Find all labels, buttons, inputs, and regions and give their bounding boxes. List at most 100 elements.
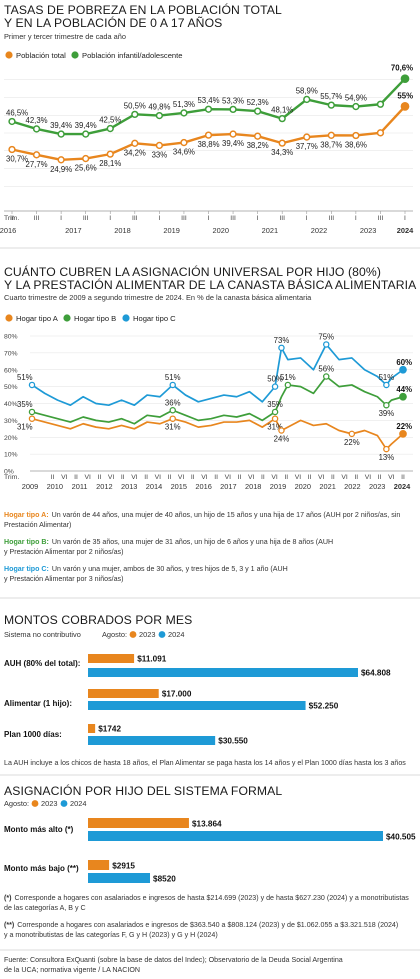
- data-label: 53,3%: [222, 96, 244, 105]
- year-label: 2015: [171, 482, 187, 491]
- year-label: 2012: [96, 482, 112, 491]
- data-label: 50,5%: [124, 101, 146, 110]
- category-label: Monto más alto (*): [4, 825, 74, 834]
- data-point: [352, 102, 360, 111]
- data-point: [253, 107, 262, 115]
- x-tick-label: VI: [388, 474, 395, 481]
- bar-label-bg: [150, 872, 183, 884]
- poverty-section: TASAS DE POBREZA EN LA POBLACIÓN TOTAL Y…: [0, 2, 414, 235]
- x-tick-label: VI: [318, 474, 325, 481]
- bar-value-label: $40.505: [386, 833, 416, 842]
- year-label: 2021: [262, 226, 278, 235]
- formal-note-2: (**) Corresponde a hogares con asalariado…: [4, 921, 398, 929]
- data-label: 35%: [17, 400, 33, 409]
- data-point: [271, 408, 279, 416]
- x-tick-label: III: [378, 215, 384, 222]
- bar-label-bg: [358, 667, 401, 678]
- data-point: [28, 381, 36, 389]
- x-tick-label: III: [328, 215, 334, 222]
- source-line-2: de la UCA; normativa vigente / LA NACION: [4, 966, 140, 974]
- x-tick-label: II: [97, 474, 101, 481]
- year-label: 2018: [114, 226, 130, 235]
- bar-2023: [88, 860, 110, 870]
- data-point: [400, 74, 410, 84]
- household-notes: Hogar tipo A: Un varón de 44 años, una mu…: [4, 511, 400, 583]
- bar-value-label: $2915: [112, 862, 135, 871]
- bar-2023: [88, 689, 159, 698]
- data-point: [376, 100, 385, 108]
- x-tick-prefix: Trim.: [4, 474, 19, 481]
- year-label: 2010: [47, 482, 63, 491]
- legend-label-2023: 2023: [139, 630, 155, 639]
- legend-swatch-hogar-c: [122, 314, 130, 322]
- year-label: 2020: [213, 226, 229, 235]
- legend-swatch-2024: [158, 631, 166, 638]
- x-tick-label: I: [208, 215, 210, 222]
- formal-note-1-mark: (*): [4, 894, 12, 902]
- data-point: [155, 141, 164, 150]
- data-label: 31%: [267, 423, 283, 432]
- data-point: [82, 130, 90, 138]
- x-tick-label: VI: [201, 474, 208, 481]
- category-label: Monto más bajo (**): [4, 864, 79, 873]
- data-label: 31%: [17, 423, 33, 432]
- legend-swatch-hogar-a: [5, 314, 13, 322]
- note-hogar-c-name: Hogar tipo C:: [4, 565, 49, 573]
- data-point: [399, 430, 407, 438]
- amounts-footnote: La AUH incluye a los chicos de hasta 18 …: [4, 759, 406, 767]
- amounts-bar-chart: AUH (80% del total): $11.091 $64.808 Alimen…: [4, 653, 401, 746]
- data-label: 44%: [396, 385, 412, 394]
- data-label: 51%: [379, 373, 395, 382]
- legend-swatch-2023: [31, 800, 39, 807]
- data-label: 56%: [318, 365, 334, 374]
- y-tick-label: 10%: [4, 452, 18, 459]
- year-label: 2018: [245, 482, 261, 491]
- x-tick-label: II: [121, 474, 125, 481]
- data-point: [303, 95, 311, 104]
- note-hogar-b-text-1: Un varón de 35 años, una mujer de 31 año…: [52, 538, 333, 546]
- category-label: Plan 1000 días:: [4, 730, 62, 739]
- data-point: [278, 344, 285, 352]
- x-tick-label: VI: [84, 474, 91, 481]
- x-tick-label: VI: [248, 474, 255, 481]
- data-point: [284, 381, 292, 389]
- data-point: [155, 111, 164, 120]
- data-point: [383, 401, 390, 409]
- poverty-subtitle: Primer y tercer trimestre de cada año: [4, 32, 126, 41]
- data-label: 50%: [267, 375, 283, 384]
- poverty-title-line1: TASAS DE POBREZA EN LA POBLACIÓN TOTAL: [4, 2, 282, 17]
- data-label: 37,7%: [296, 142, 318, 151]
- bar-value-label: $11.091: [137, 655, 167, 664]
- bar-label-bg: [383, 830, 420, 842]
- year-label: 2024: [397, 226, 414, 235]
- data-point: [253, 132, 262, 140]
- data-label: 55%: [397, 91, 413, 100]
- data-label: 46,5%: [6, 108, 28, 117]
- formal-title: ASIGNACIÓN POR HIJO DEL SISTEMA FORMAL: [4, 783, 282, 798]
- data-point: [82, 154, 90, 163]
- legend-label-2023: 2023: [41, 799, 57, 808]
- formal-note-1-text-2: de las categorías A, B y C: [4, 904, 86, 912]
- formal-section: ASIGNACIÓN POR HIJO DEL SISTEMA FORMAL A…: [4, 783, 420, 939]
- data-point: [327, 101, 335, 109]
- data-label: 75%: [318, 332, 334, 341]
- y-tick-label: 80%: [4, 334, 18, 341]
- data-point: [57, 130, 65, 138]
- bar-2024: [88, 701, 306, 710]
- y-tick-label: 20%: [4, 435, 18, 442]
- x-tick-label: II: [354, 474, 358, 481]
- bar-label-bg: [215, 735, 258, 746]
- data-label: 38,2%: [247, 141, 269, 150]
- note-hogar-a-text-1: Un varón de 44 años, una mujer de 40 año…: [52, 511, 401, 519]
- y-tick-label: 50%: [4, 384, 18, 391]
- year-label: 2017: [220, 482, 236, 491]
- y-tick-label: 30%: [4, 418, 18, 425]
- category-label: Alimentar (1 hijo):: [4, 699, 72, 708]
- data-point: [28, 415, 36, 422]
- data-label: 42,3%: [26, 116, 48, 125]
- legend-swatch-2023: [129, 631, 137, 638]
- data-label: 31%: [165, 423, 181, 432]
- bar-label-bg: [109, 859, 142, 871]
- x-tick-label: VI: [225, 474, 232, 481]
- note-hogar-a-name: Hogar tipo A:: [4, 511, 49, 519]
